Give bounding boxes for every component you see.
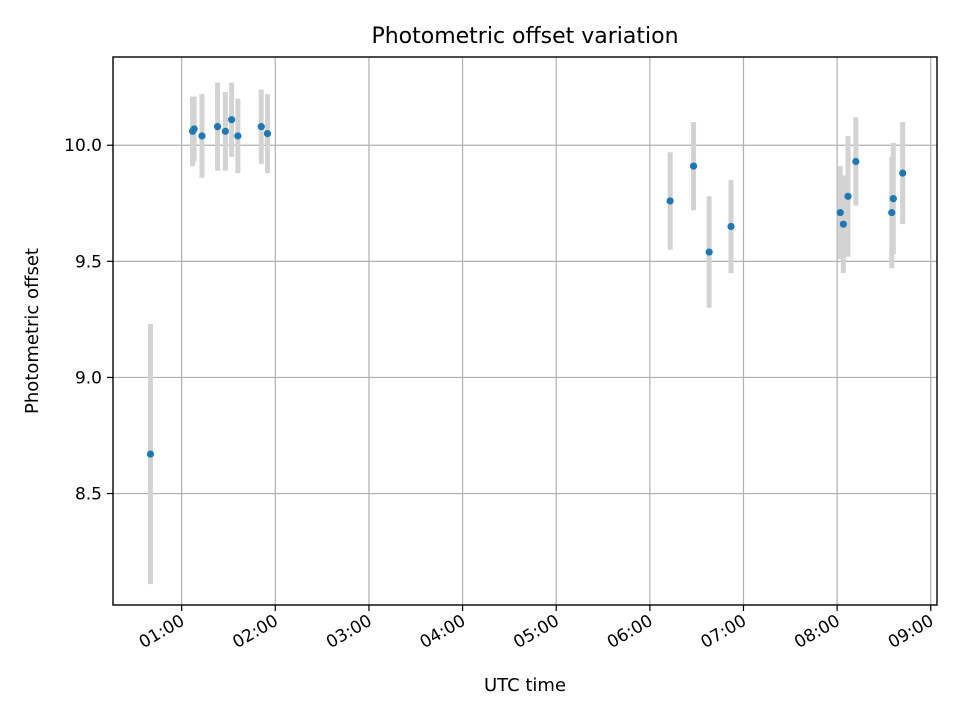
data-point — [213, 123, 222, 131]
data-point — [852, 157, 860, 166]
data-point — [190, 125, 198, 133]
data-point — [666, 197, 674, 205]
data-point — [228, 116, 236, 124]
data-point — [889, 195, 897, 203]
data-point — [146, 450, 155, 458]
point-layer — [146, 116, 907, 458]
data-point — [899, 169, 907, 177]
y-tick-label: 8.5 — [75, 485, 102, 505]
data-point — [221, 127, 229, 135]
grid-layer — [113, 57, 937, 605]
plot-area-frame — [112, 56, 938, 606]
y-axis-label: Photometric offset — [22, 248, 43, 414]
data-point — [836, 208, 844, 217]
x-axis-label: UTC time — [484, 675, 566, 696]
y-tick-label: 9.0 — [75, 368, 102, 388]
data-point — [705, 248, 713, 256]
data-point — [263, 130, 272, 138]
data-point — [844, 192, 852, 200]
data-point — [257, 123, 265, 131]
data-point — [689, 162, 698, 170]
y-tick-label: 10.0 — [64, 136, 102, 156]
data-point — [198, 132, 206, 140]
data-point — [234, 132, 242, 140]
data-point — [727, 222, 735, 231]
data-point — [888, 208, 896, 217]
y-tick-label: 9.5 — [75, 252, 102, 272]
data-point — [839, 220, 847, 228]
chart-title: Photometric offset variation — [371, 24, 678, 49]
